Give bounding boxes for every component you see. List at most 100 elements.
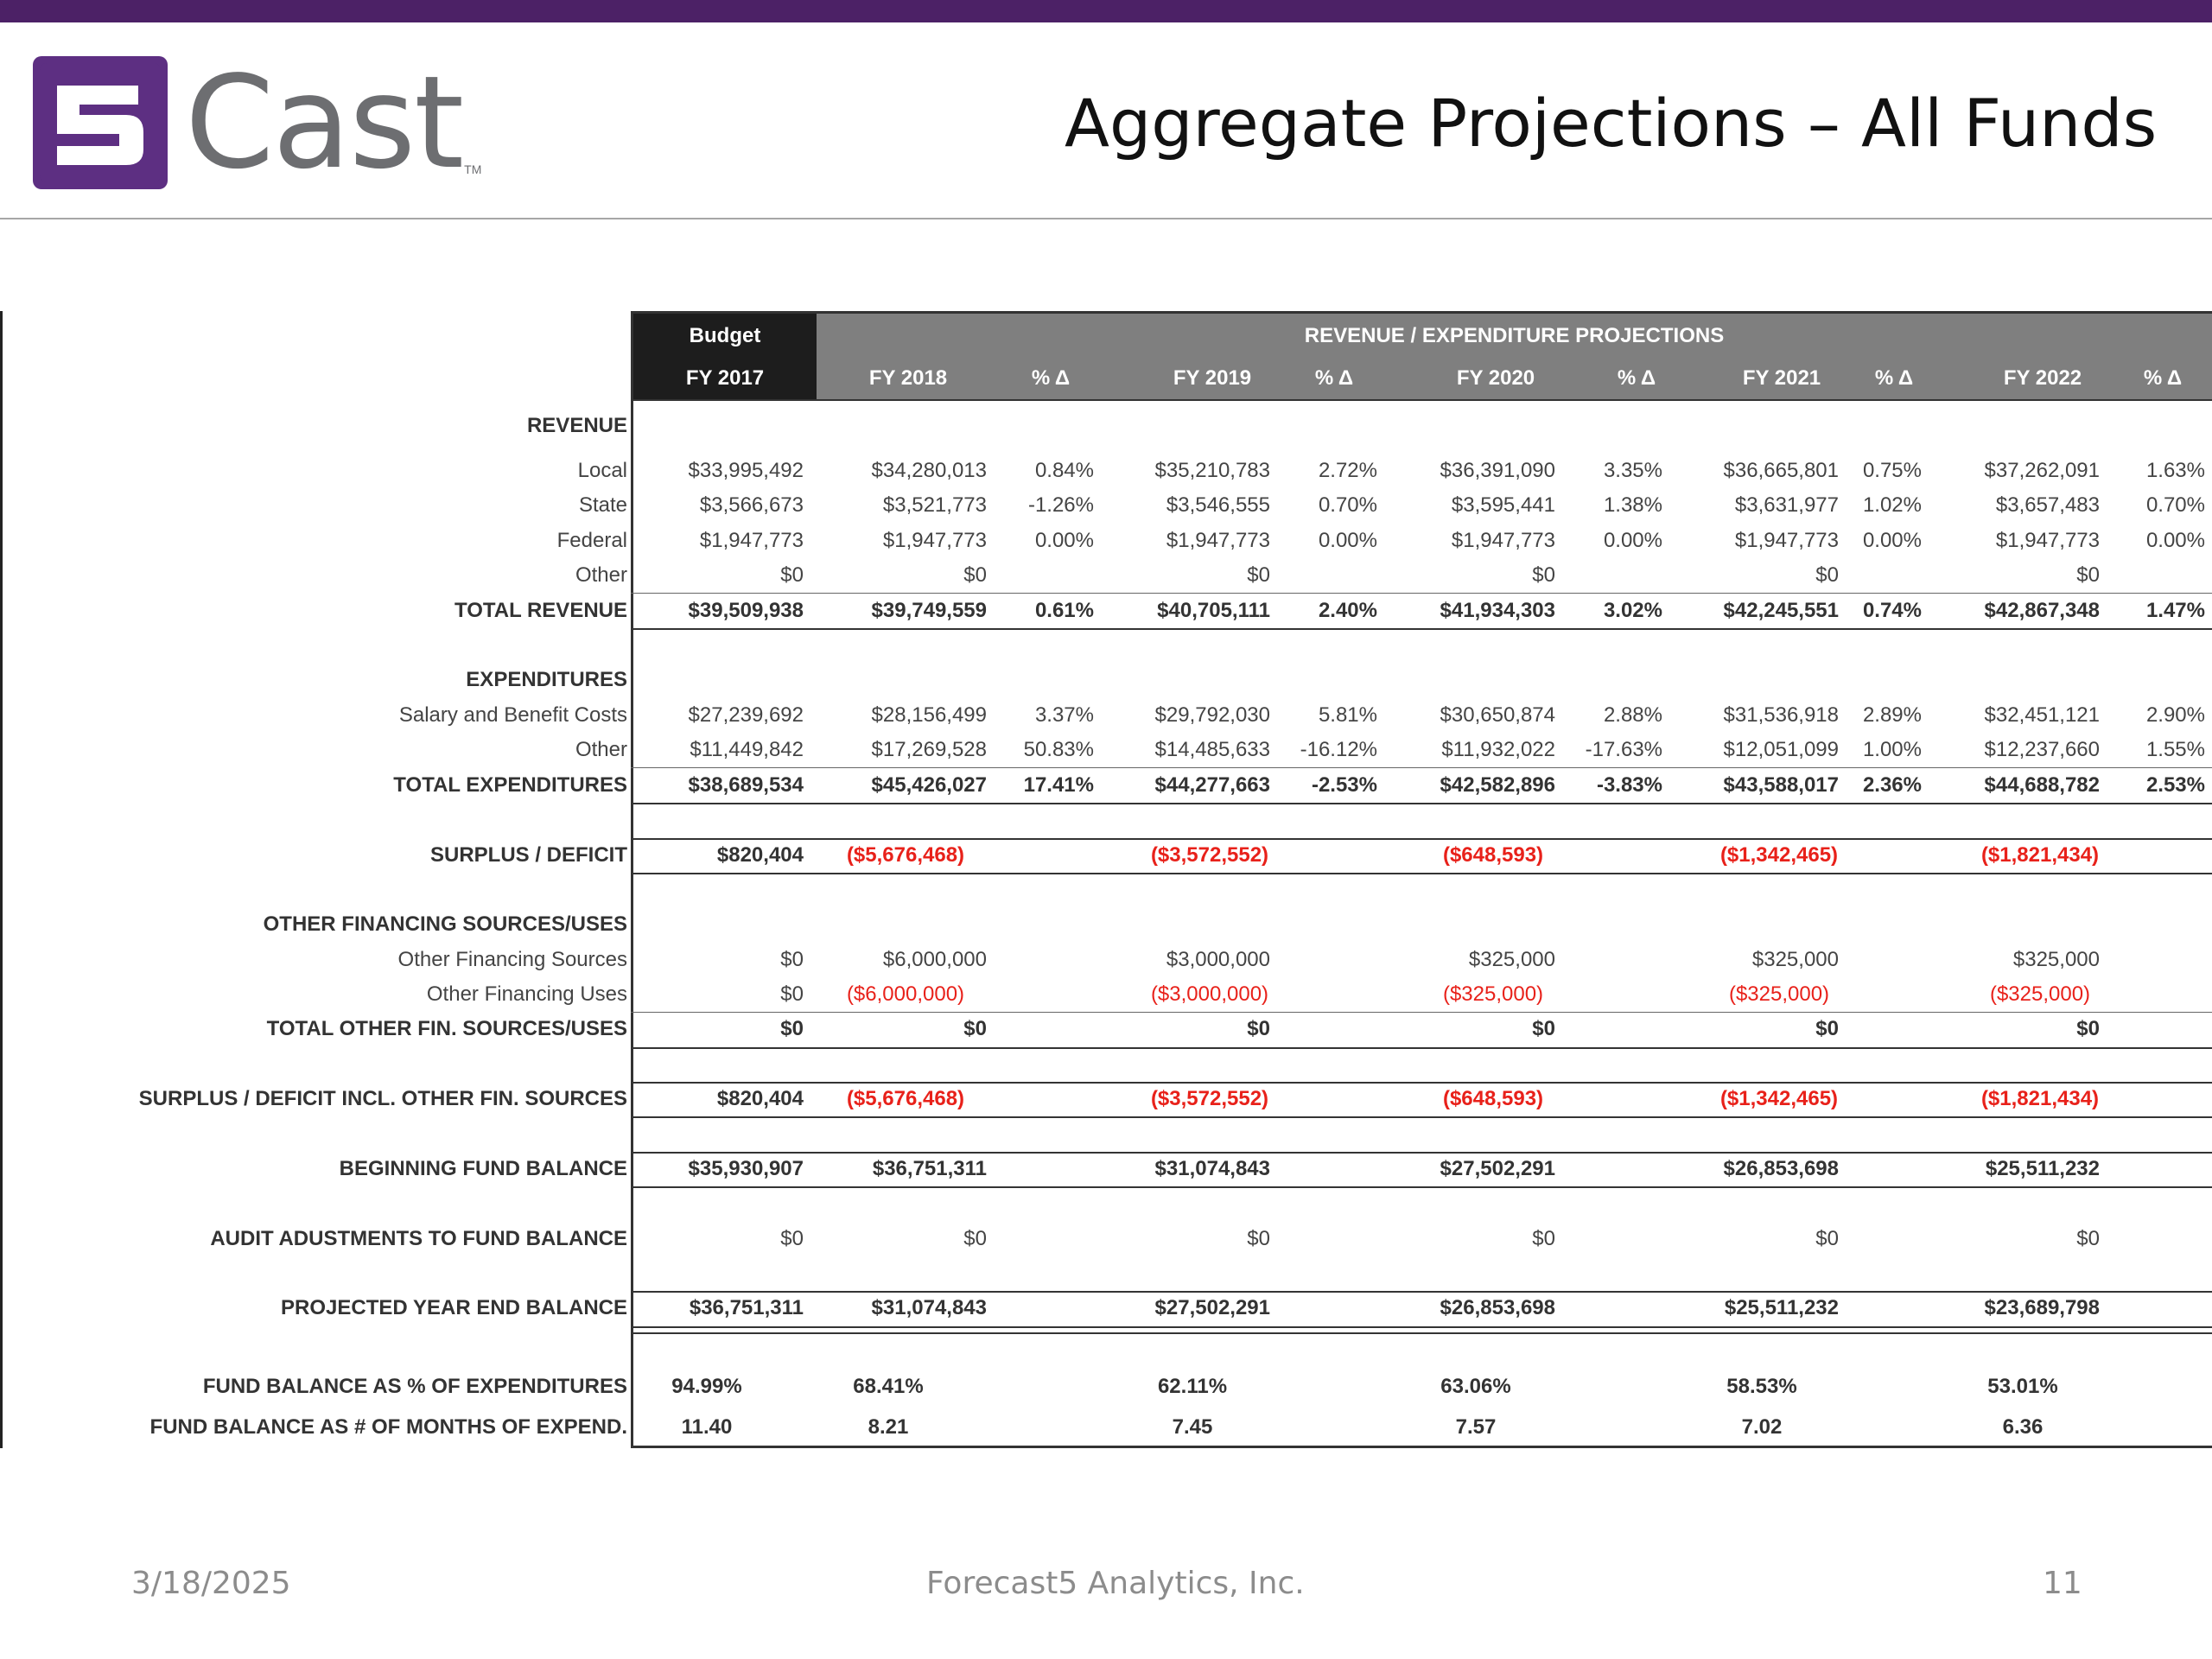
table-rule <box>631 399 2212 401</box>
column-header-fy: FY 2018 <box>868 366 948 390</box>
table-cell-percent: 5.81% <box>1318 703 1377 727</box>
table-cell: $43,588,017 <box>1723 773 1839 797</box>
table-cell-percent: 2.89% <box>1862 703 1922 727</box>
table-cell-percent: -1.26% <box>1027 493 1094 517</box>
left-border <box>0 311 3 1448</box>
table-cell: 8.21 <box>868 1415 909 1439</box>
table-cell: $0 <box>2076 1017 2100 1040</box>
row-label: FUND BALANCE AS # OF MONTHS OF EXPEND. <box>149 1415 627 1439</box>
table-cell: $42,582,896 <box>1440 773 1555 797</box>
table-rule <box>631 1332 2212 1334</box>
table-cell: ($648,593) <box>1442 1087 1544 1110</box>
table-cell-percent: 0.00% <box>1862 529 1922 552</box>
projections-table: Budget FY 2017 REVENUE / EXPENDITURE PRO… <box>631 311 2212 1448</box>
table-cell: $0 <box>963 1017 987 1040</box>
table-cell: 58.53% <box>1726 1375 1797 1398</box>
table-cell: $0 <box>963 1227 987 1250</box>
table-cell: $3,657,483 <box>1995 493 2100 517</box>
table-cell: $36,665,801 <box>1723 459 1839 482</box>
table-rule <box>631 1012 2212 1013</box>
table-cell: $3,566,673 <box>699 493 804 517</box>
table-cell: $3,000,000 <box>1166 948 1270 971</box>
table-cell: $45,426,027 <box>871 773 987 797</box>
table-cell: ($325,000) <box>1442 982 1544 1006</box>
table-cell: $325,000 <box>1751 948 1839 971</box>
table-cell-percent: 2.53% <box>2145 773 2205 797</box>
table-cell-percent: 0.61% <box>1034 599 1094 622</box>
table-cell: ($325,000) <box>1989 982 2091 1006</box>
table-cell: ($3,000,000) <box>1150 982 1269 1006</box>
table-cell: $0 <box>1815 1017 1839 1040</box>
table-rule <box>631 1326 2212 1328</box>
table-cell: $820,404 <box>716 1087 804 1110</box>
column-header-percent-change: % Δ <box>1874 366 1914 390</box>
table-cell: $12,237,660 <box>1984 738 2100 761</box>
table-cell: $30,650,874 <box>1440 703 1555 727</box>
table-cell-percent: 1.63% <box>2145 459 2205 482</box>
table-cell: 7.02 <box>1741 1415 1783 1439</box>
table-cell-percent: 1.55% <box>2145 738 2205 761</box>
row-label: Other Financing Uses <box>426 982 627 1006</box>
table-cell: $12,051,099 <box>1723 738 1839 761</box>
table-cell: $44,688,782 <box>1984 773 2100 797</box>
table-cell: 7.45 <box>1172 1415 1213 1439</box>
footer-company: Forecast5 Analytics, Inc. <box>926 1566 1305 1601</box>
table-cell: $26,853,698 <box>1440 1296 1555 1319</box>
table-cell: 11.40 <box>681 1415 733 1439</box>
row-label: State <box>578 493 627 517</box>
table-cell-percent: 1.00% <box>1862 738 1922 761</box>
logo-trademark: TM <box>464 162 482 176</box>
projections-header: REVENUE / EXPENDITURE PROJECTIONS FY 201… <box>817 314 2212 400</box>
table-cell: $32,451,121 <box>1984 703 2100 727</box>
table-cell: $17,269,528 <box>871 738 987 761</box>
row-label: Salary and Benefit Costs <box>398 703 627 727</box>
table-cell: $3,521,773 <box>882 493 987 517</box>
table-cell: 63.06% <box>1440 1375 1511 1398</box>
table-cell: 94.99% <box>671 1375 742 1398</box>
table-cell: $1,947,773 <box>1166 529 1270 552</box>
table-cell-percent: 17.41% <box>1023 773 1094 797</box>
row-label: Federal <box>556 529 627 552</box>
table-cell-percent: 1.02% <box>1862 493 1922 517</box>
table-rule <box>631 767 2212 768</box>
table-cell-percent: 0.00% <box>2145 529 2205 552</box>
table-cell: $25,511,232 <box>1724 1296 1839 1319</box>
table-cell: $0 <box>1532 563 1555 587</box>
row-label: AUDIT ADUSTMENTS TO FUND BALANCE <box>210 1227 627 1250</box>
row-label: Local <box>577 459 627 482</box>
table-cell: $1,947,773 <box>1995 529 2100 552</box>
table-cell: $3,546,555 <box>1166 493 1270 517</box>
table-cell: $14,485,633 <box>1154 738 1270 761</box>
table-cell: ($1,342,465) <box>1719 843 1839 867</box>
budget-header: Budget FY 2017 <box>633 314 817 400</box>
column-header-percent-change: % Δ <box>1314 366 1354 390</box>
table-rule <box>631 628 2212 630</box>
table-cell: $325,000 <box>2012 948 2100 971</box>
row-label: TOTAL OTHER FIN. SOURCES/USES <box>266 1017 627 1040</box>
table-cell: $34,280,013 <box>871 459 987 482</box>
table-rule <box>631 1186 2212 1188</box>
row-label: EXPENDITURES <box>466 668 627 691</box>
table-rule <box>631 1047 2212 1049</box>
table-cell: $3,595,441 <box>1451 493 1555 517</box>
table-cell: $820,404 <box>716 843 804 867</box>
column-header-percent-change: % Δ <box>1617 366 1656 390</box>
table-rule <box>631 873 2212 874</box>
row-label: Other <box>575 563 627 587</box>
table-cell: $0 <box>780 1227 804 1250</box>
table-cell: $27,502,291 <box>1440 1157 1555 1180</box>
table-cell-percent: 0.70% <box>1318 493 1377 517</box>
table-cell: $1,947,773 <box>1734 529 1839 552</box>
table-cell: $36,751,311 <box>689 1296 804 1319</box>
table-cell: ($5,676,468) <box>846 843 965 867</box>
table-cell: $1,947,773 <box>882 529 987 552</box>
table-cell-percent: 0.00% <box>1603 529 1662 552</box>
table-cell: $0 <box>780 563 804 587</box>
table-cell-percent: 0.74% <box>1862 599 1922 622</box>
table-cell: ($648,593) <box>1442 843 1544 867</box>
table-cell-percent: 0.00% <box>1034 529 1094 552</box>
table-cell: $1,947,773 <box>1451 529 1555 552</box>
table-cell: $27,239,692 <box>688 703 804 727</box>
row-label: FUND BALANCE AS % OF EXPENDITURES <box>202 1375 627 1398</box>
row-label: TOTAL REVENUE <box>454 599 627 622</box>
